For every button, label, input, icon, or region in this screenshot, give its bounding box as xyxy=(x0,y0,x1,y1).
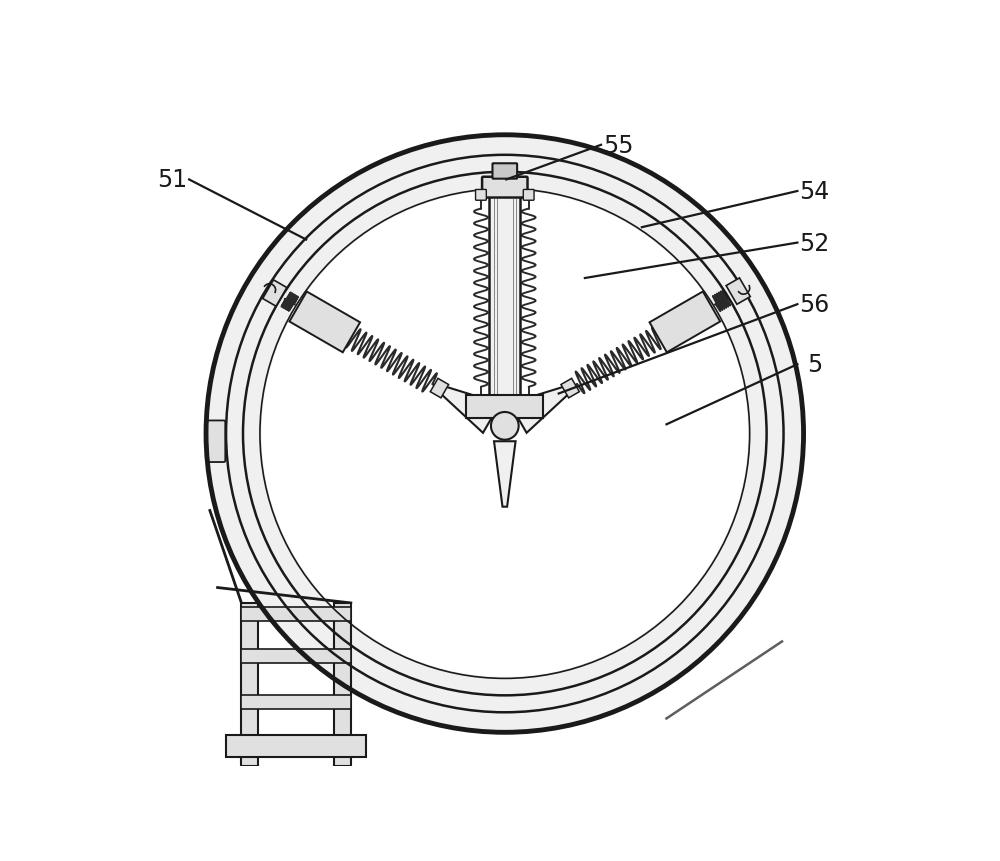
Polygon shape xyxy=(263,281,287,307)
FancyBboxPatch shape xyxy=(241,649,351,663)
Text: 51: 51 xyxy=(157,168,187,192)
FancyBboxPatch shape xyxy=(334,604,351,766)
FancyBboxPatch shape xyxy=(241,696,351,709)
FancyBboxPatch shape xyxy=(241,607,351,621)
FancyBboxPatch shape xyxy=(482,177,528,198)
Text: 54: 54 xyxy=(799,180,829,204)
Text: 56: 56 xyxy=(799,293,829,317)
Polygon shape xyxy=(466,412,543,418)
Text: 52: 52 xyxy=(799,232,829,255)
Text: 5: 5 xyxy=(807,353,822,377)
Polygon shape xyxy=(650,292,720,353)
Polygon shape xyxy=(561,379,579,399)
Circle shape xyxy=(261,191,748,677)
Text: 55: 55 xyxy=(603,133,633,158)
FancyBboxPatch shape xyxy=(492,164,517,179)
FancyBboxPatch shape xyxy=(226,735,366,757)
FancyBboxPatch shape xyxy=(476,190,486,201)
Polygon shape xyxy=(289,292,360,353)
FancyBboxPatch shape xyxy=(207,421,225,462)
Polygon shape xyxy=(494,442,516,507)
Polygon shape xyxy=(726,279,750,305)
FancyBboxPatch shape xyxy=(241,604,258,766)
Polygon shape xyxy=(440,387,500,433)
Polygon shape xyxy=(430,379,449,399)
FancyBboxPatch shape xyxy=(466,395,543,418)
FancyBboxPatch shape xyxy=(241,741,351,755)
Polygon shape xyxy=(510,387,570,433)
FancyBboxPatch shape xyxy=(523,190,534,201)
Circle shape xyxy=(206,136,804,733)
Circle shape xyxy=(491,412,519,440)
FancyBboxPatch shape xyxy=(489,197,520,400)
